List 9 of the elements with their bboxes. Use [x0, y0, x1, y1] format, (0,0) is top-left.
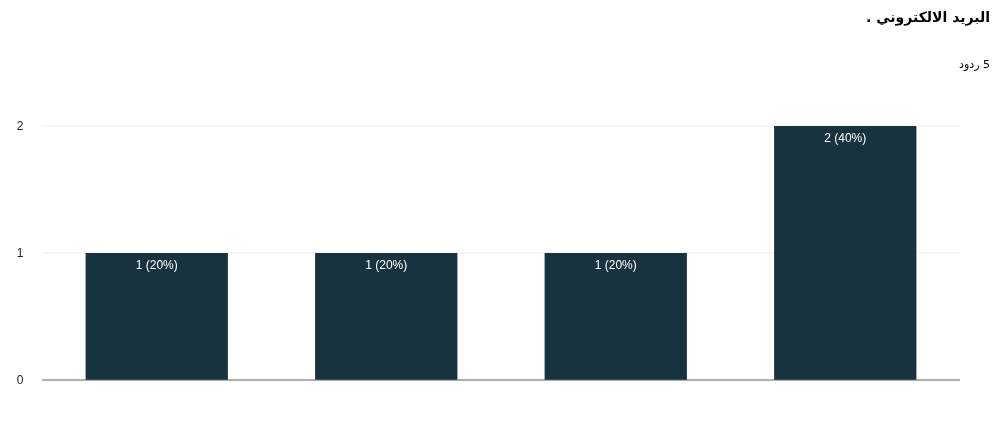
y-tick-label: 1	[16, 246, 24, 260]
title: البريد الالكتروني .	[865, 9, 990, 25]
subtitle: 5 ردود	[959, 58, 990, 71]
data-label: 2 (40%)	[824, 131, 867, 145]
data-label: 1 (20%)	[135, 258, 178, 272]
data-label: 1 (20%)	[594, 258, 637, 272]
y-tick-label: 2	[16, 119, 24, 133]
data-label: 1 (20%)	[365, 258, 408, 272]
y-tick-label: 0	[16, 373, 24, 387]
